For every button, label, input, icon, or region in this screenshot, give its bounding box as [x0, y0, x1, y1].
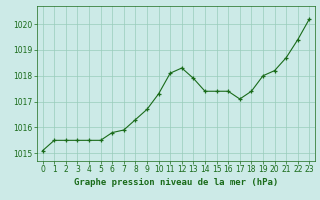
- X-axis label: Graphe pression niveau de la mer (hPa): Graphe pression niveau de la mer (hPa): [74, 178, 278, 187]
